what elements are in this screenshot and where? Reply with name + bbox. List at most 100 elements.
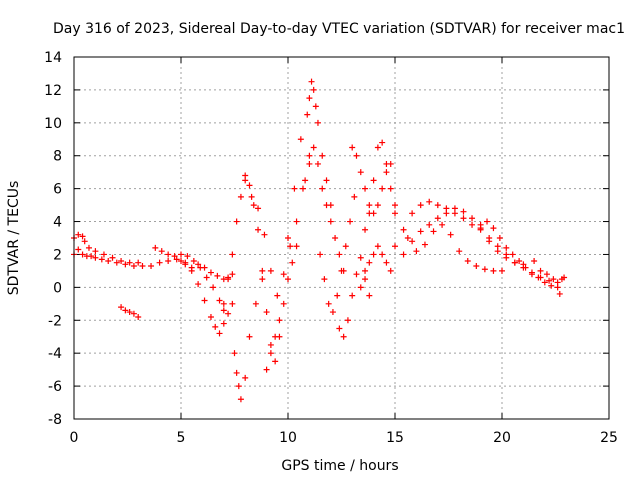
data-point (484, 218, 491, 225)
data-points (71, 78, 568, 403)
y-tick-label: 0 (53, 280, 62, 296)
series-arc-e (182, 259, 236, 283)
data-point (233, 369, 240, 376)
data-point (237, 396, 244, 403)
x-tick-labels: 0 5 10 15 20 25 (70, 430, 618, 446)
series-arc-a (71, 246, 227, 337)
data-point (299, 185, 306, 192)
y-tick-label: 2 (53, 247, 62, 263)
data-point (92, 254, 99, 261)
data-point (379, 139, 386, 146)
data-point (229, 251, 236, 258)
data-point (203, 274, 210, 281)
data-point (434, 215, 441, 222)
chart-title: Day 316 of 2023, Sidereal Day-to-day VTE… (53, 21, 625, 37)
data-point (366, 292, 373, 299)
data-point (327, 218, 334, 225)
data-point (285, 276, 291, 283)
data-point (267, 350, 274, 357)
data-point (246, 333, 253, 340)
data-point (336, 251, 343, 258)
data-point (362, 267, 369, 274)
data-point (212, 323, 219, 330)
data-point (477, 221, 484, 228)
data-point (319, 185, 326, 192)
data-point (306, 95, 313, 102)
data-point (79, 233, 86, 240)
data-point (201, 264, 208, 271)
data-point (469, 221, 476, 228)
data-point (214, 272, 221, 279)
data-point (426, 221, 433, 228)
y-tick-labels: -8 -6 -4 -2 0 2 4 6 8 10 12 14 (44, 50, 62, 428)
series-arc-r (400, 205, 527, 268)
data-point (340, 333, 347, 340)
data-point (379, 251, 386, 258)
series-arc-f (220, 172, 283, 365)
data-point (182, 259, 189, 266)
data-point (541, 279, 548, 286)
data-point (272, 358, 279, 365)
x-tick-label: 10 (279, 430, 297, 446)
data-point (308, 78, 315, 85)
data-point (383, 160, 390, 167)
x-tick-label: 15 (386, 430, 404, 446)
data-point (323, 177, 330, 184)
data-point (291, 185, 298, 192)
data-point (531, 258, 538, 265)
data-point (314, 119, 321, 126)
plot-frame (73, 56, 610, 420)
data-point (460, 208, 467, 215)
data-point (173, 256, 180, 263)
data-point (195, 261, 202, 268)
data-point (535, 274, 542, 281)
series-arc-h (242, 152, 313, 299)
data-point (430, 228, 437, 235)
data-point (252, 300, 259, 307)
data-point (293, 218, 300, 225)
data-point (434, 202, 441, 209)
data-point (250, 202, 257, 209)
data-point (263, 309, 270, 316)
data-point (522, 264, 529, 271)
data-point (447, 231, 454, 238)
data-point (178, 251, 184, 258)
data-point (516, 258, 523, 265)
data-point (287, 243, 294, 250)
data-point (289, 259, 296, 266)
data-point (233, 218, 240, 225)
series-arc-o (362, 139, 398, 233)
series-arc-i (263, 243, 300, 373)
series-arc-n (349, 144, 398, 217)
data-point (248, 193, 255, 200)
data-point (554, 284, 561, 291)
data-point (75, 231, 82, 238)
data-point (347, 218, 354, 225)
data-point (122, 261, 129, 268)
data-point (370, 251, 377, 258)
data-point (184, 253, 191, 260)
data-point (216, 297, 223, 304)
data-point (135, 313, 142, 320)
data-point (490, 225, 497, 232)
series-arc-t (477, 218, 565, 291)
grid-lines (74, 57, 609, 419)
data-point (469, 215, 476, 222)
data-point (207, 269, 214, 276)
data-point (362, 276, 369, 283)
series-arc-u (531, 258, 568, 297)
data-point (494, 248, 501, 255)
data-point (231, 350, 238, 357)
data-point (537, 267, 544, 274)
data-point (139, 262, 146, 269)
y-tick-label: 12 (44, 83, 62, 99)
data-point (426, 198, 433, 205)
x-tick-label: 25 (600, 430, 618, 446)
data-point (280, 271, 287, 278)
data-point (242, 177, 249, 184)
data-point (310, 144, 317, 151)
data-point (374, 144, 381, 151)
data-point (207, 313, 214, 320)
data-point (314, 160, 321, 167)
